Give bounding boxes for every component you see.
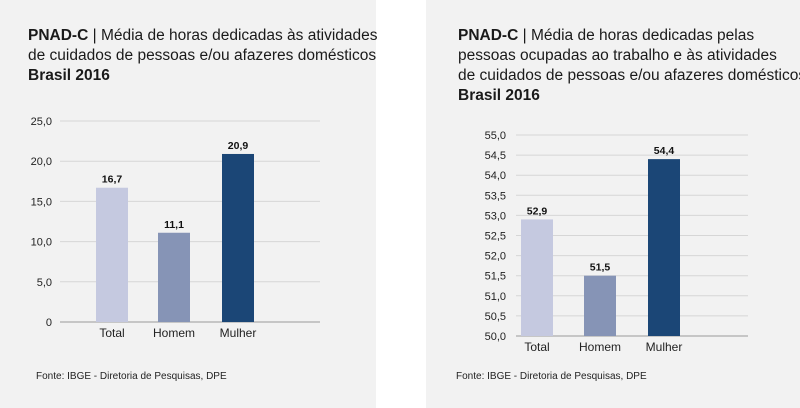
- title-line-2: de cuidados de pessoas e/ou afazeres dom…: [28, 47, 377, 64]
- y-tick-label: 55,0: [485, 130, 506, 142]
- category-label: Mulher: [220, 326, 257, 340]
- bar-mulher: [222, 153, 254, 322]
- chart-title: PNAD-C | Média de horas dedicadas pelas …: [458, 26, 800, 106]
- title-line-1: Média de horas dedicadas pelas: [530, 27, 755, 44]
- bar-mulher: [648, 159, 680, 336]
- title-separator: |: [92, 27, 97, 44]
- chart-panel-right: PNAD-C | Média de horas dedicadas pelas …: [426, 0, 800, 408]
- chart-subtitle: Brasil 2016: [458, 87, 540, 104]
- title-line-3: de cuidados de pessoas e/ou afazeres dom…: [458, 67, 800, 84]
- y-tick-label: 0: [46, 317, 52, 329]
- source-note: Fonte: IBGE - Diretoria de Pesquisas, DP…: [36, 371, 227, 382]
- bar-total: [521, 219, 553, 336]
- y-tick-label: 5,0: [37, 277, 52, 289]
- y-tick-label: 15,0: [31, 196, 52, 208]
- title-line-2: pessoas ocupadas ao trabalho e às ativid…: [458, 47, 777, 64]
- bar-chart-right: 50,0 50,5 51,0 51,5 52,0 52,5 53,0 53,5 54,0 54,5…: [485, 130, 748, 354]
- data-label: 20,9: [228, 140, 249, 152]
- title-prefix: PNAD-C: [458, 27, 519, 44]
- y-tick-label: 50,5: [485, 311, 506, 323]
- title-line-1: Média de horas dedicadas às atividades: [100, 27, 378, 44]
- title-prefix: PNAD-C: [28, 27, 89, 44]
- bar-homem: [158, 232, 190, 322]
- data-label: 54,4: [654, 145, 675, 157]
- y-tick-label: 54,5: [485, 150, 506, 162]
- data-label: 51,5: [590, 262, 611, 274]
- category-label: Homem: [153, 326, 195, 340]
- bar-chart-left: 0 5,0 10,0 15,0 20,0 25,0 16,7 Total 11,1 Homem 20…: [31, 116, 320, 340]
- category-label: Mulher: [646, 340, 683, 354]
- y-tick-label: 51,5: [485, 271, 506, 283]
- y-tick-label: 50,0: [485, 331, 506, 343]
- y-tick-label: 52,0: [485, 251, 506, 263]
- y-tick-label: 51,0: [485, 291, 506, 303]
- source-note: Fonte: IBGE - Diretoria de Pesquisas, DP…: [456, 371, 647, 382]
- chart-subtitle: Brasil 2016: [28, 67, 110, 84]
- bar-homem: [584, 275, 616, 336]
- data-label: 16,7: [102, 174, 123, 186]
- category-label: Total: [99, 326, 124, 340]
- category-label: Total: [524, 340, 549, 354]
- title-separator: |: [522, 27, 527, 44]
- chart-title: PNAD-C | Média de horas dedicadas às ati…: [28, 26, 378, 86]
- chart-panel-left: PNAD-C | Média de horas dedicadas às ati…: [0, 0, 378, 408]
- y-tick-label: 10,0: [31, 237, 52, 249]
- y-tick-label: 54,0: [485, 170, 506, 182]
- y-tick-label: 53,5: [485, 190, 506, 202]
- y-tick-label: 25,0: [31, 116, 52, 128]
- data-label: 11,1: [164, 219, 184, 231]
- category-label: Homem: [579, 340, 621, 354]
- y-tick-label: 52,5: [485, 231, 506, 243]
- y-tick-label: 53,0: [485, 210, 506, 222]
- data-label: 52,9: [527, 205, 548, 217]
- bar-total: [96, 187, 128, 322]
- y-tick-label: 20,0: [31, 156, 52, 168]
